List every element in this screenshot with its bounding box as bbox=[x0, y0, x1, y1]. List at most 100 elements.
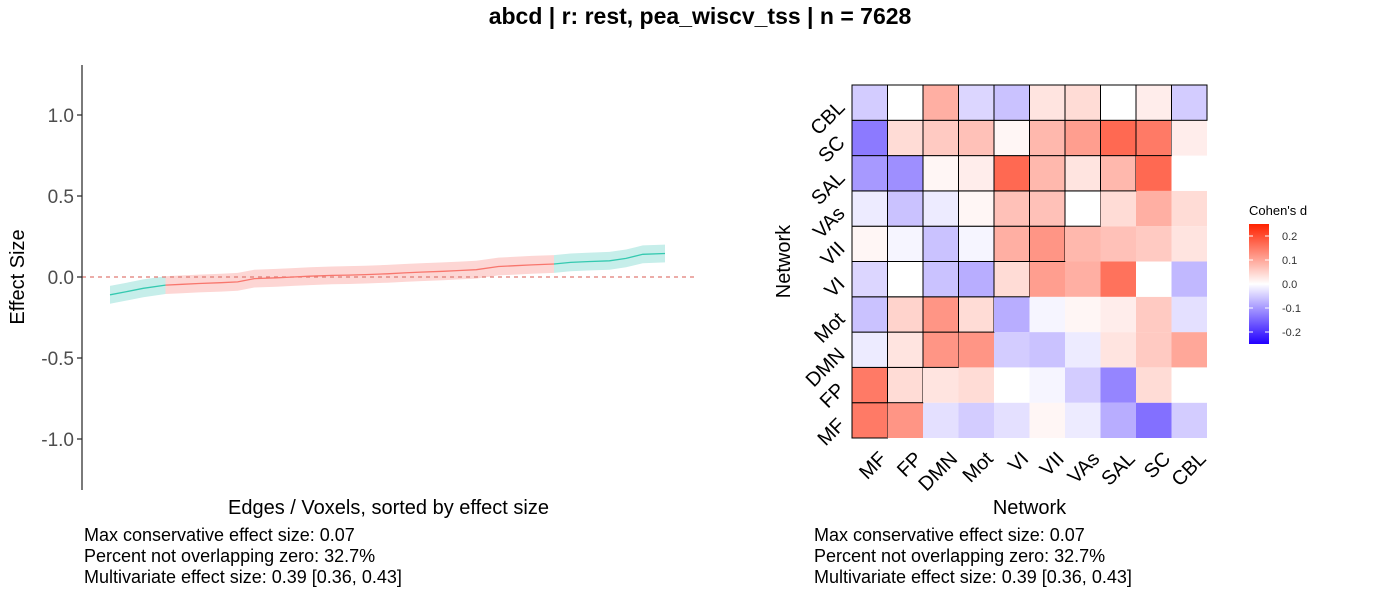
legend-tick-label: -0.1 bbox=[1282, 303, 1301, 315]
y-axis-label: Effect Size bbox=[7, 229, 29, 324]
heatmap-cell bbox=[1064, 190, 1101, 227]
heatmap-cell bbox=[1171, 296, 1207, 333]
heatmap-cell bbox=[1100, 261, 1136, 297]
heatmap-cell bbox=[887, 296, 924, 333]
heatmap-cell bbox=[958, 84, 995, 121]
heatmap-y-axis-label: Network bbox=[773, 224, 795, 298]
heatmap-cell bbox=[993, 261, 1030, 298]
heatmap-cell bbox=[1135, 119, 1172, 157]
page-title: abcd | r: rest, pea_wiscv_tss | n = 7628 bbox=[488, 3, 912, 29]
legend-tick-label: 0.2 bbox=[1282, 231, 1297, 243]
percent-not-overlapping-zero: Percent not overlapping zero: 32.7% bbox=[84, 546, 376, 566]
heatmap-cell bbox=[958, 190, 995, 227]
heatmap-cell bbox=[922, 155, 959, 192]
heatmap-x-tick-label: SAL bbox=[1097, 448, 1139, 490]
heatmap-cell bbox=[1100, 296, 1136, 333]
heatmap-cell bbox=[1029, 190, 1066, 227]
effect-line-segment bbox=[109, 284, 166, 296]
heatmap-x-tick-label: VII bbox=[1036, 448, 1069, 481]
confidence-band bbox=[554, 244, 665, 273]
legend-title: Cohen's d bbox=[1249, 203, 1307, 218]
heatmap-cell bbox=[887, 331, 924, 368]
heatmap-cell bbox=[1171, 261, 1207, 297]
heatmap-cell bbox=[1100, 119, 1137, 157]
heatmap-cell bbox=[887, 190, 924, 227]
heatmap-cell bbox=[887, 84, 924, 121]
heatmap-cell bbox=[958, 296, 995, 333]
heatmap-cell bbox=[1100, 367, 1136, 403]
multivariate-effect-size: Multivariate effect size: 0.39 [0.36, 0.… bbox=[84, 567, 402, 587]
heatmap-cell bbox=[958, 402, 994, 438]
heatmap-cell bbox=[851, 261, 888, 298]
heatmap-cells bbox=[851, 84, 1208, 439]
heatmap-cell bbox=[993, 84, 1030, 121]
y-axis-ticks: 1.0 0.5 0.0 -0.5 -1.0 bbox=[41, 106, 82, 451]
heatmap-cell bbox=[1171, 332, 1207, 368]
heatmap-stats: Max conservative effect size: 0.07 Perce… bbox=[814, 525, 1132, 588]
heatmap-cell bbox=[1171, 120, 1207, 156]
heatmap-cell bbox=[1029, 84, 1066, 121]
heatmap-cell bbox=[887, 261, 924, 298]
heatmap-cell bbox=[1029, 367, 1065, 403]
heatmap-cell bbox=[1136, 296, 1172, 333]
heatmap-cell bbox=[851, 190, 888, 227]
heatmap-cell bbox=[887, 402, 923, 438]
heatmap-cell bbox=[958, 155, 995, 192]
heatmap-cell bbox=[922, 119, 959, 157]
heatmap-cell bbox=[1171, 190, 1207, 227]
heatmap-cell bbox=[1065, 332, 1101, 368]
heatmap-cell bbox=[1100, 226, 1136, 262]
cohens-d-legend: Cohen's d 0.2 0.1 0.0 -0.1 -0.2 bbox=[1249, 203, 1307, 344]
y-tick-label: 0.5 bbox=[48, 187, 74, 208]
y-tick-label: -0.5 bbox=[41, 349, 74, 370]
max-conservative-effect-size: Max conservative effect size: 0.07 bbox=[84, 525, 355, 545]
heatmap-cell bbox=[851, 84, 888, 121]
legend-tick-label: 0.1 bbox=[1282, 255, 1297, 267]
heatmap-cell bbox=[1171, 402, 1207, 438]
heatmap-cell bbox=[1136, 226, 1172, 262]
multivariate-effect-size: Multivariate effect size: 0.39 [0.36, 0.… bbox=[814, 567, 1132, 587]
heatmap-cell bbox=[1029, 119, 1066, 157]
heatmap-cell bbox=[1064, 84, 1101, 121]
heatmap-cell bbox=[1136, 261, 1172, 297]
heatmap-cell bbox=[923, 367, 959, 403]
effect-line-segment bbox=[165, 263, 555, 286]
heatmap-cell bbox=[851, 296, 888, 333]
heatmap-cell bbox=[1064, 119, 1101, 157]
heatmap-y-tick-label: VI bbox=[821, 273, 850, 302]
heatmap-cell bbox=[851, 119, 888, 157]
heatmap-cell bbox=[1065, 226, 1101, 262]
line-plot-stats: Max conservative effect size: 0.07 Perce… bbox=[84, 525, 402, 588]
effect-line-group bbox=[109, 252, 666, 296]
legend-tick-label: -0.2 bbox=[1282, 327, 1301, 339]
heatmap-cell bbox=[1065, 402, 1101, 438]
heatmap-cell bbox=[958, 225, 995, 262]
heatmap-cell bbox=[1100, 402, 1136, 438]
heatmap-cell bbox=[851, 155, 888, 192]
heatmap-cell bbox=[851, 402, 888, 439]
heatmap-cell bbox=[1064, 155, 1101, 192]
heatmap-y-tick-label: VAs bbox=[809, 203, 849, 243]
effect-line-segment bbox=[553, 252, 666, 265]
heatmap-cell bbox=[958, 261, 995, 298]
heatmap-cell bbox=[922, 331, 959, 368]
heatmap-cell bbox=[1065, 296, 1101, 333]
y-tick-label: 0.0 bbox=[48, 268, 74, 289]
heatmap-cell bbox=[1100, 190, 1136, 227]
heatmap-cell bbox=[1135, 84, 1172, 121]
heatmap-cell bbox=[922, 84, 959, 121]
heatmap-cell bbox=[887, 119, 924, 157]
heatmap-cell bbox=[1065, 367, 1101, 403]
heatmap-cell bbox=[993, 119, 1030, 157]
heatmap-cell bbox=[1171, 367, 1207, 403]
heatmap-cell bbox=[1171, 226, 1207, 262]
x-axis-label: Edges / Voxels, sorted by effect size bbox=[228, 497, 549, 519]
y-tick-label: -1.0 bbox=[41, 430, 74, 451]
heatmap-cell bbox=[851, 331, 888, 368]
heatmap-cell bbox=[1029, 332, 1065, 368]
heatmap-cell bbox=[851, 366, 888, 404]
heatmap-x-tick-label: DMN bbox=[914, 448, 962, 496]
heatmap-cell bbox=[1136, 402, 1172, 438]
